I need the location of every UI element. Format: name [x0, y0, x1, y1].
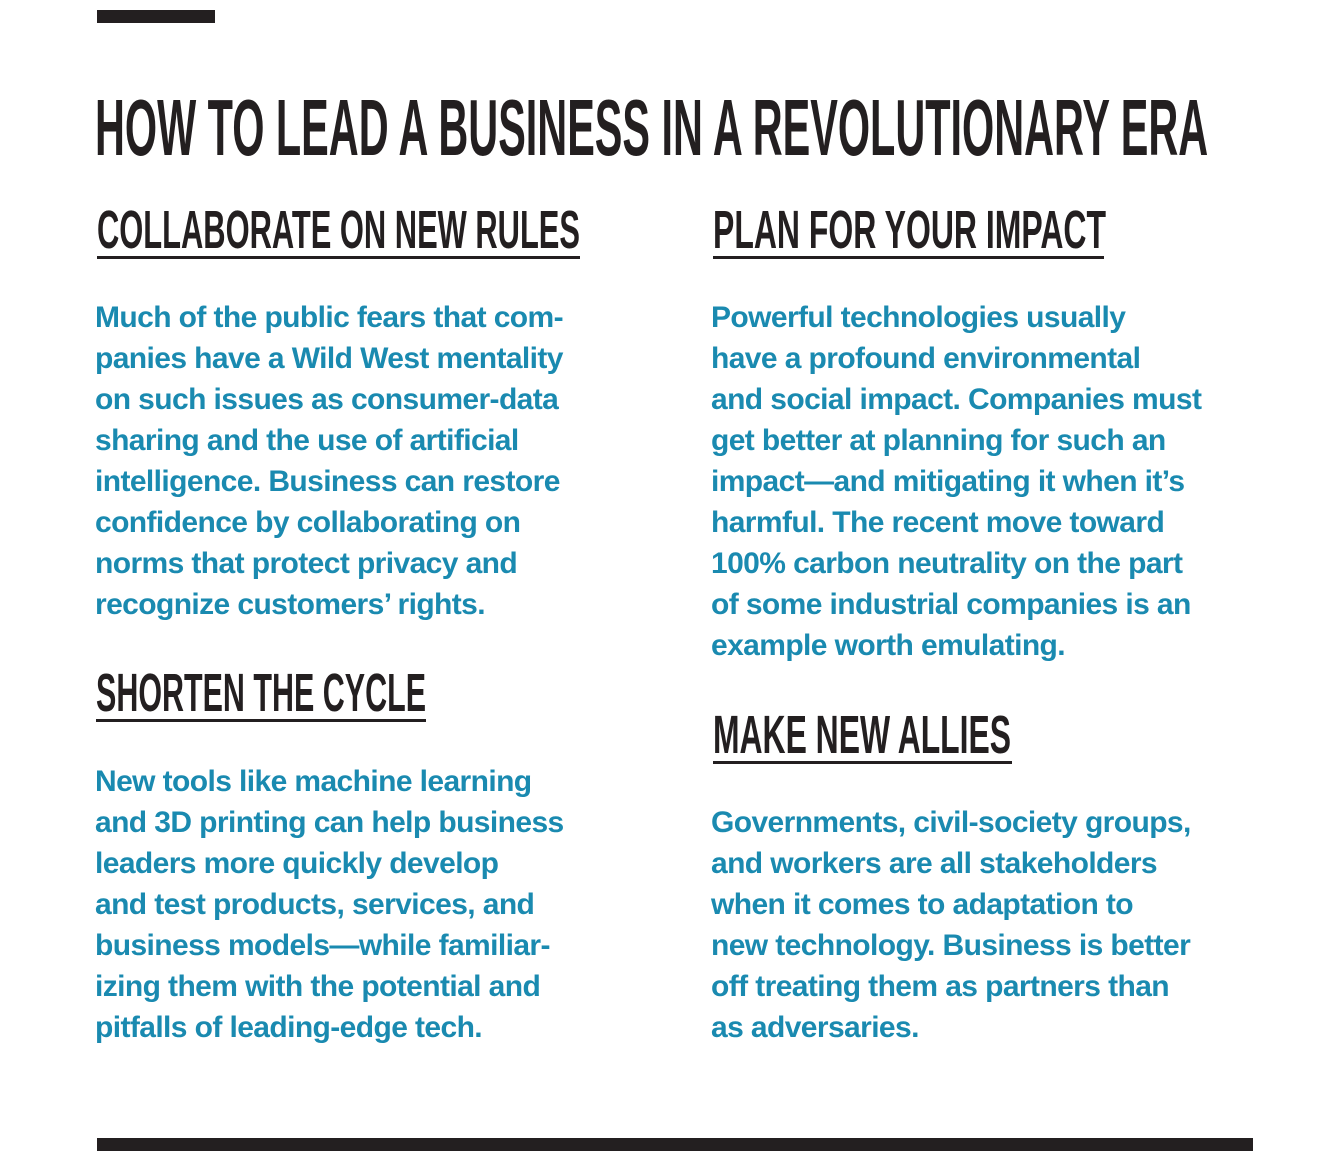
- section-body: Powerful technologies usually have a prof…: [711, 297, 1202, 666]
- page-title: HOW TO LEAD A BUSINESS IN A REVOLUTIONAR…: [95, 83, 1209, 172]
- body-line: when it comes to adaptation to: [711, 888, 1134, 921]
- body-line: off treating them as partners than: [711, 970, 1170, 1003]
- body-line: izing them with the potential and: [95, 970, 541, 1003]
- heading-underline: [713, 256, 1104, 259]
- body-line: sharing and the use of artificial: [95, 424, 519, 457]
- body-line: and 3D printing can help business: [95, 806, 564, 839]
- body-line: and test products, services, and: [95, 888, 535, 921]
- body-line: panies have a Wild West mentality: [95, 342, 563, 375]
- body-line: business models—while familiar-: [95, 929, 550, 962]
- body-line: impact—and mitigating it when it’s: [711, 465, 1185, 498]
- body-line: pitfalls of leading-edge tech.: [95, 1011, 483, 1044]
- body-line: recognize customers’ rights.: [95, 588, 486, 621]
- body-line: norms that protect privacy and: [95, 547, 518, 580]
- body-line: example worth emulating.: [711, 629, 1066, 662]
- heading-underline: [96, 719, 426, 722]
- body-line: and social impact. Companies must: [711, 383, 1202, 416]
- heading-underline: [97, 256, 580, 259]
- section-heading: MAKE NEW ALLIES: [713, 705, 1011, 765]
- body-line: of some industrial companies is an: [711, 588, 1191, 621]
- body-line: get better at planning for such an: [711, 424, 1166, 457]
- body-line: Much of the public fears that com-: [95, 301, 564, 334]
- body-line: intelligence. Business can restore: [95, 465, 560, 498]
- section-heading: SHORTEN THE CYCLE: [96, 663, 427, 723]
- body-line: on such issues as consumer-data: [95, 383, 559, 416]
- top-rule: [97, 10, 215, 23]
- section-heading: COLLABORATE ON NEW RULES: [97, 200, 580, 260]
- section-body: Governments, civil-society groups, and wo…: [711, 802, 1191, 1048]
- body-line: 100% carbon neutrality on the part: [711, 547, 1183, 580]
- body-line: Powerful technologies usually: [711, 301, 1126, 334]
- section-heading: PLAN FOR YOUR IMPACT: [713, 200, 1107, 260]
- section-body: Much of the public fears that com-panies…: [95, 297, 564, 625]
- body-line: and workers are all stakeholders: [711, 847, 1158, 880]
- body-line: harmful. The recent move toward: [711, 506, 1165, 539]
- body-line: Governments, civil-society groups,: [711, 806, 1191, 839]
- body-line: have a profound environmental: [711, 342, 1141, 375]
- bottom-rule: [97, 1138, 1253, 1151]
- body-line: New tools like machine learning: [95, 765, 532, 798]
- body-line: as adversaries.: [711, 1011, 919, 1044]
- heading-underline: [713, 761, 1012, 764]
- body-line: leaders more quickly develop: [95, 847, 499, 880]
- body-line: confidence by collaborating on: [95, 506, 521, 539]
- body-line: new technology. Business is better: [711, 929, 1191, 962]
- section-body: New tools like machine learning and 3D pr…: [95, 761, 564, 1048]
